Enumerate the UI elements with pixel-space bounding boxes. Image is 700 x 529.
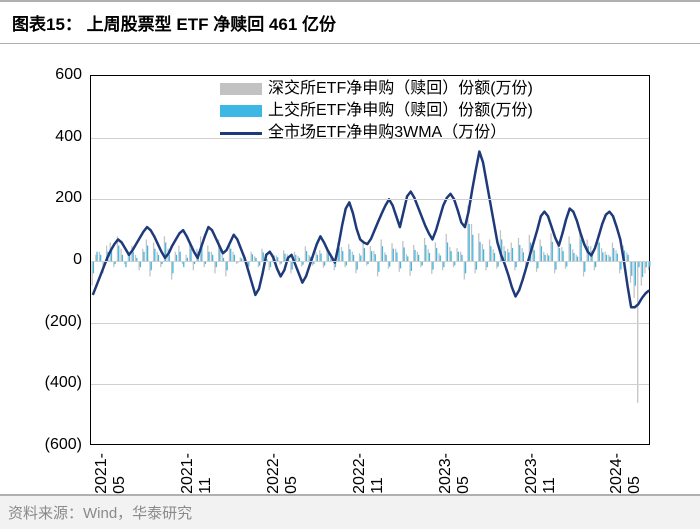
grid-line (91, 261, 649, 262)
grid-line (91, 199, 649, 200)
legend: 深交所ETF净申购（赎回）份额(万份) 上交所ETF净申购（赎回）份额(万份) … (220, 79, 533, 145)
y-axis-label: 200 (22, 189, 82, 207)
x-axis-label: 2022-05 (265, 453, 301, 494)
x-axis-label: 2021-05 (93, 453, 129, 494)
swatch-sh (220, 105, 262, 117)
y-axis-label: 0 (22, 251, 82, 269)
legend-item-wma: 全市场ETF净申购3WMA（万份） (220, 123, 533, 143)
legend-item-sz: 深交所ETF净申购（赎回）份额(万份) (220, 79, 533, 99)
x-axis-label: 2022-11 (351, 453, 387, 494)
y-axis-label: 600 (22, 66, 82, 84)
legend-label-sh: 上交所ETF净申购（赎回）份额(万份) (268, 101, 533, 121)
x-axis-label: 2024-05 (608, 453, 644, 494)
chart: 深交所ETF净申购（赎回）份额(万份) 上交所ETF净申购（赎回）份额(万份) … (90, 75, 650, 445)
title-prefix: 图表15： (12, 15, 82, 34)
legend-label-wma: 全市场ETF净申购3WMA（万份） (268, 123, 506, 143)
y-axis-label: 400 (22, 128, 82, 146)
grid-line (91, 323, 649, 324)
title-text: 上周股票型 ETF 净赎回 461 亿份 (87, 15, 336, 34)
legend-item-sh: 上交所ETF净申购（赎回）份额(万份) (220, 101, 533, 121)
y-axis-label: (400) (22, 374, 82, 392)
source-citation: 资料来源：Wind，华泰研究 (0, 494, 700, 529)
swatch-wma (220, 132, 262, 135)
y-axis-label: (200) (22, 313, 82, 331)
x-axis-label: 2023-11 (523, 453, 559, 494)
grid-line (91, 384, 649, 385)
chart-title: 图表15： 上周股票型 ETF 净赎回 461 亿份 (0, 0, 700, 44)
legend-label-sz: 深交所ETF净申购（赎回）份额(万份) (268, 79, 533, 99)
y-axis-label: (600) (22, 436, 82, 454)
swatch-sz (220, 83, 262, 95)
x-axis-label: 2021-11 (179, 453, 215, 494)
x-axis-label: 2023-05 (437, 453, 473, 494)
